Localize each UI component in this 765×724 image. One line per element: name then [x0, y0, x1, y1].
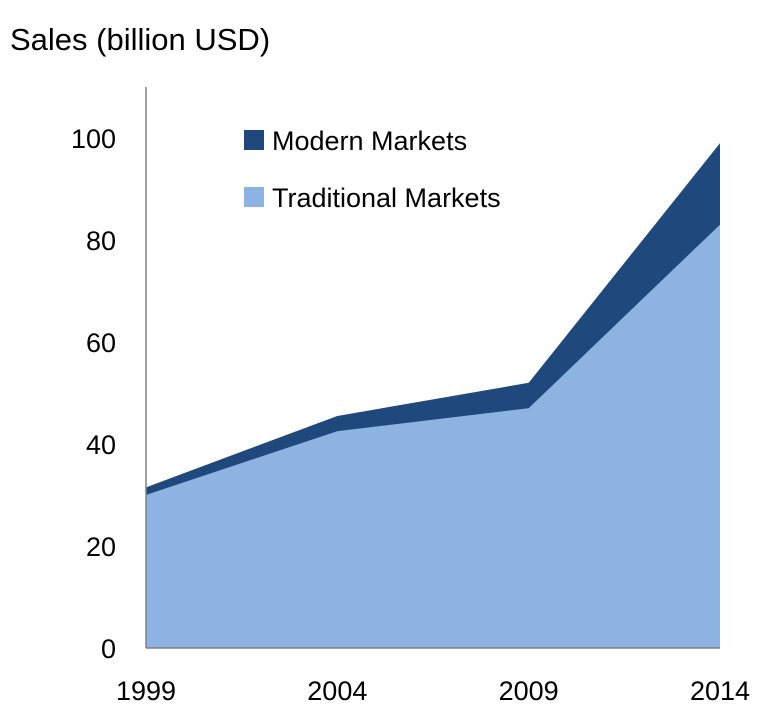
x-tick-label: 2004 — [307, 676, 367, 706]
y-tick-label: 60 — [86, 328, 116, 358]
legend-swatch-traditional-markets — [244, 187, 264, 207]
axes: 0 20 40 60 80 100 1999 2004 2009 2014 — [71, 87, 750, 706]
x-tick-label: 2009 — [499, 676, 559, 706]
area-modern-markets — [146, 143, 720, 495]
legend: Modern Markets Traditional Markets — [244, 126, 501, 213]
y-tick-label: 0 — [101, 634, 116, 664]
x-tick-label: 2014 — [690, 676, 750, 706]
area-series-group — [146, 143, 720, 648]
y-tick-label: 20 — [86, 532, 116, 562]
legend-label-modern-markets: Modern Markets — [272, 126, 467, 156]
y-tick-label: 80 — [86, 226, 116, 256]
x-tick-label: 1999 — [116, 676, 176, 706]
legend-label-traditional-markets: Traditional Markets — [272, 183, 501, 213]
area-traditional-markets — [146, 224, 720, 648]
legend-swatch-modern-markets — [244, 130, 264, 150]
y-tick-label: 40 — [86, 430, 116, 460]
y-tick-label: 100 — [71, 124, 116, 154]
y-axis-label: Sales (billion USD) — [10, 22, 270, 57]
